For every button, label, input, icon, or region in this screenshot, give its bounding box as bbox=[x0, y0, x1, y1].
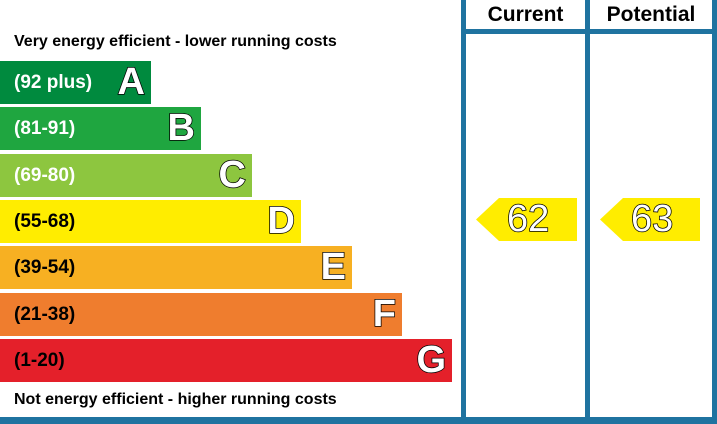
band-range-label: (81-91) bbox=[14, 118, 76, 139]
band-letter: D bbox=[267, 199, 296, 243]
rating-band-f: (21-38) F bbox=[0, 292, 402, 336]
potential-rating-value: 63 bbox=[630, 197, 674, 241]
band-range-label: (1-20) bbox=[14, 350, 65, 371]
current-arrow-shape bbox=[476, 198, 577, 241]
rating-band-c: (69-80) C bbox=[0, 153, 252, 197]
potential-rating-arrow: 63 bbox=[600, 197, 700, 241]
band-range-label: (92 plus) bbox=[14, 72, 93, 93]
rating-band-g: (1-20) G bbox=[0, 338, 452, 382]
divider-middle bbox=[585, 0, 590, 424]
current-rating-value: 62 bbox=[506, 197, 550, 241]
band-range-label: (55-68) bbox=[14, 211, 76, 232]
band-letter: F bbox=[372, 292, 397, 336]
divider-right bbox=[712, 0, 717, 424]
bottom-efficiency-label: Not energy efficient - higher running co… bbox=[14, 391, 337, 408]
band-letter: C bbox=[218, 153, 247, 197]
band-letter: A bbox=[117, 60, 146, 104]
header-rule bbox=[461, 29, 717, 34]
current-rating-arrow: 62 bbox=[476, 197, 577, 241]
rating-band-e: (39-54) E bbox=[0, 245, 352, 289]
bottom-rule bbox=[0, 417, 717, 424]
band-range-label: (21-38) bbox=[14, 304, 76, 325]
potential-arrow-shape bbox=[600, 198, 700, 241]
band-letter: E bbox=[320, 245, 347, 289]
potential-column-header: Potential bbox=[606, 3, 696, 26]
top-efficiency-label: Very energy efficient - lower running co… bbox=[14, 33, 337, 50]
rating-band-a: (92 plus) A bbox=[0, 60, 151, 104]
current-column-header: Current bbox=[487, 3, 564, 26]
band-range-label: (69-80) bbox=[14, 165, 76, 186]
rating-band-d: (55-68) D bbox=[0, 199, 301, 243]
band-letter: G bbox=[416, 338, 447, 382]
rating-band-b: (81-91) B bbox=[0, 106, 201, 150]
band-letter: B bbox=[167, 106, 196, 150]
band-range-label: (39-54) bbox=[14, 257, 76, 278]
divider-left bbox=[461, 0, 466, 424]
